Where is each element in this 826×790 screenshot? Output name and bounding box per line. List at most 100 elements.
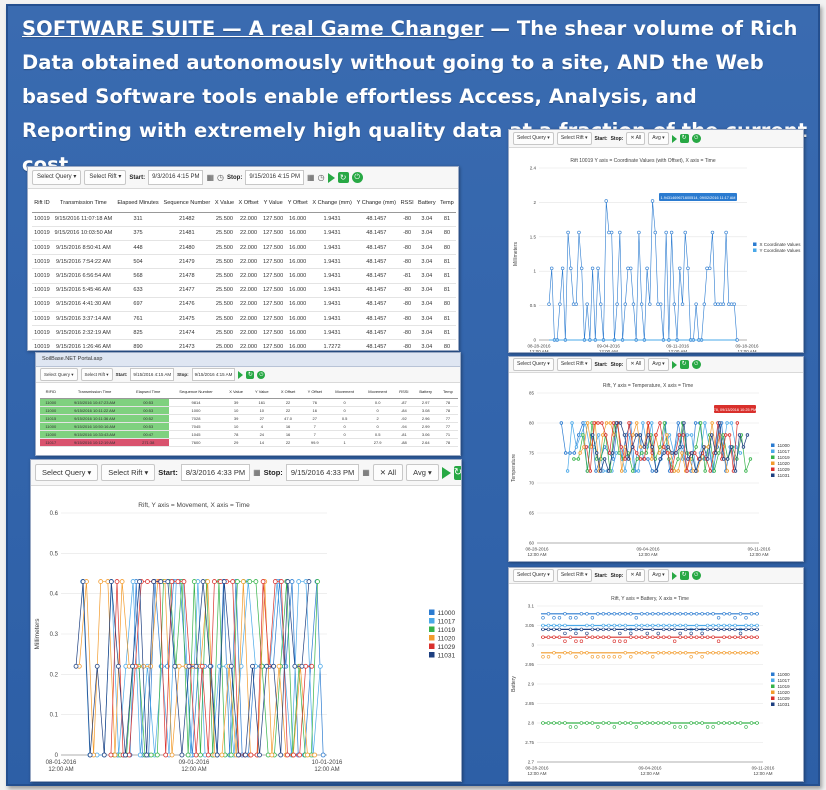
table-row[interactable]: 10019 9/15/2016 10:03:50 AM 375 21481 25.500…: [32, 226, 456, 242]
column-header[interactable]: Transmission Time: [61, 386, 128, 399]
table-row[interactable]: 10019 9/15/2016 3:37:14 AM 761 21475 25.500 2…: [32, 311, 456, 327]
select-rift-button[interactable]: Select Rift ▾: [80, 368, 113, 381]
select-rift-button[interactable]: Select Rift ▾: [556, 358, 592, 371]
x-tick-label: 12:00 AM: [640, 771, 659, 776]
column-header[interactable]: RSSI: [394, 386, 414, 399]
column-header[interactable]: Elapsed Minutes: [114, 194, 162, 213]
data-point: [738, 631, 743, 636]
clock-icon[interactable]: ◷: [217, 172, 224, 182]
table-row[interactable]: 10019 9/15/2016 4:41:30 AM 697 21476 25.500 2…: [32, 297, 456, 313]
stop-input[interactable]: 9/15/2016 4:15 PM: [245, 170, 305, 185]
table-row[interactable]: 11015 9/15/2016 10:11:36 AM 00:52 7028 39 27 4…: [40, 414, 458, 423]
column-header[interactable]: Movement: [328, 386, 362, 399]
data-point: [722, 721, 726, 725]
play-icon[interactable]: [327, 172, 335, 183]
select-rift-button[interactable]: Select Rift ▾: [101, 464, 156, 481]
all-button[interactable]: ✕ All: [626, 358, 646, 371]
avg-select[interactable]: Avg ▾: [648, 569, 669, 582]
all-button[interactable]: ✕ All: [626, 569, 646, 582]
select-query-button[interactable]: Select Query ▾: [40, 368, 78, 381]
power-icon[interactable]: ⏻: [257, 370, 266, 379]
table-row[interactable]: 10019 9/15/2016 6:56:54 AM 568 21478 25.500 2…: [32, 268, 456, 284]
column-header[interactable]: X Offset: [274, 386, 302, 399]
column-header[interactable]: Transmission Time: [51, 194, 115, 213]
column-header[interactable]: Sequence Number: [168, 386, 224, 399]
refresh-icon[interactable]: ↻: [679, 360, 689, 369]
column-header[interactable]: Y Value: [248, 386, 275, 399]
table-row[interactable]: 10019 9/15/2016 7:54:22 AM 504 21479 25.500 2…: [32, 254, 456, 270]
column-header[interactable]: Y Value: [260, 194, 286, 213]
table-row[interactable]: 10019 9/15/2016 5:45:46 AM 633 21477 25.500 2…: [32, 283, 456, 298]
table-row[interactable]: 10019 9/15/2016 2:32:19 AM 825 21474 25.500 2…: [32, 325, 456, 341]
select-query-button[interactable]: Select Query ▾: [32, 170, 82, 185]
refresh-icon[interactable]: ↻: [453, 465, 462, 480]
all-button[interactable]: ✕ All: [626, 132, 646, 145]
table-row[interactable]: 11000 9/15/2016 10:33:43 AM 00:47 1045 78 24 1…: [40, 430, 458, 439]
column-header[interactable]: Y Offset: [285, 194, 310, 213]
select-rift-button[interactable]: Select Rift ▾: [556, 132, 592, 145]
play-icon[interactable]: [238, 370, 244, 379]
table-row[interactable]: 11017 9/15/2016 10:12:19 AM 271:38 7600 29 14…: [40, 438, 458, 447]
select-query-button[interactable]: Select Query ▾: [513, 358, 554, 371]
calendar-icon[interactable]: ▦: [206, 172, 215, 182]
play-icon[interactable]: [671, 360, 677, 369]
select-rift-button[interactable]: Select Rift ▾: [84, 170, 127, 185]
select-query-button[interactable]: Select Query ▾: [513, 132, 554, 145]
table-cell: 16: [274, 430, 302, 439]
table-row[interactable]: 11000 9/15/2016 10:50:16 AM 00:53 7045 10 4 16…: [40, 422, 458, 431]
refresh-icon[interactable]: ↻: [679, 134, 689, 143]
table-row[interactable]: 10019 9/15/2016 8:50:41 AM 448 21480 25.500 2…: [32, 240, 456, 256]
column-header[interactable]: Sequence Number: [161, 194, 213, 213]
column-header[interactable]: X Value: [223, 386, 249, 399]
column-header[interactable]: Movement: [361, 386, 395, 399]
refresh-icon[interactable]: ↻: [246, 370, 255, 379]
data-point: [656, 612, 660, 616]
column-header[interactable]: Elapsed Time: [127, 386, 169, 399]
column-header[interactable]: Temp: [437, 386, 458, 399]
refresh-icon[interactable]: ↻: [337, 172, 349, 183]
table-cell: 48.1457: [354, 339, 399, 350]
stop-input[interactable]: 9/15/2016 4:33 PM: [285, 464, 360, 481]
avg-select[interactable]: Avg ▾: [406, 464, 439, 481]
column-header[interactable]: X Change (mm): [309, 194, 355, 213]
play-icon[interactable]: [441, 466, 451, 479]
clock-icon[interactable]: ◷: [317, 172, 325, 182]
refresh-icon[interactable]: ↻: [679, 571, 689, 580]
table-cell: 9/15/2016 10:47:23 AM: [61, 398, 128, 407]
start-input[interactable]: 9/3/2016 4:15 PM: [148, 170, 204, 185]
start-input[interactable]: 8/3/2016 4:33 PM: [180, 464, 251, 481]
avg-select[interactable]: Avg ▾: [648, 132, 669, 145]
column-header[interactable]: Temp: [437, 194, 456, 213]
play-icon[interactable]: [671, 134, 677, 143]
play-icon[interactable]: [671, 571, 677, 580]
column-header[interactable]: Battery: [415, 194, 438, 213]
power-icon[interactable]: ⏻: [691, 571, 701, 580]
data-point: [755, 635, 759, 639]
table-row[interactable]: 11000 9/15/2016 10:11:22 AM 00:53 1000 10 10 2…: [40, 406, 458, 415]
select-rift-button[interactable]: Select Rift ▾: [556, 569, 592, 582]
column-header[interactable]: Y Change (mm): [354, 194, 399, 213]
table-row[interactable]: 10019 9/15/2016 11:07:18 AM 311 21482 25.500…: [32, 212, 456, 227]
all-button[interactable]: ✕ All: [372, 464, 404, 481]
power-icon[interactable]: ⏻: [691, 360, 701, 369]
calendar-icon[interactable]: ▦: [362, 467, 370, 477]
start-input[interactable]: 9/15/2016 4:15 AM: [130, 368, 175, 381]
stop-input[interactable]: 9/15/2016 4:15 AM: [191, 368, 236, 381]
column-header[interactable]: RSSI: [398, 194, 416, 213]
column-header[interactable]: Battery: [413, 386, 438, 399]
column-header[interactable]: X Offset: [236, 194, 261, 213]
calendar-icon[interactable]: ▦: [253, 467, 261, 477]
power-icon[interactable]: ⏻: [691, 134, 701, 143]
table-row[interactable]: 11000 9/15/2016 10:47:23 AM 00:53 9814 39 161…: [40, 398, 458, 407]
table-row[interactable]: 10019 9/15/2016 1:26:46 AM 890 21473 25.000 2…: [32, 339, 456, 350]
column-header[interactable]: X Value: [212, 194, 237, 213]
data-point: [614, 451, 619, 455]
power-icon[interactable]: ⏻: [351, 172, 363, 183]
select-query-button[interactable]: Select Query ▾: [513, 569, 554, 582]
calendar-icon[interactable]: ▦: [307, 172, 315, 182]
column-header[interactable]: Y Offset: [301, 386, 329, 399]
select-query-button[interactable]: Select Query ▾: [35, 464, 99, 481]
column-header[interactable]: RIFID: [40, 386, 62, 399]
avg-select[interactable]: Avg ▾: [648, 358, 669, 371]
column-header[interactable]: Rift ID: [32, 194, 52, 213]
